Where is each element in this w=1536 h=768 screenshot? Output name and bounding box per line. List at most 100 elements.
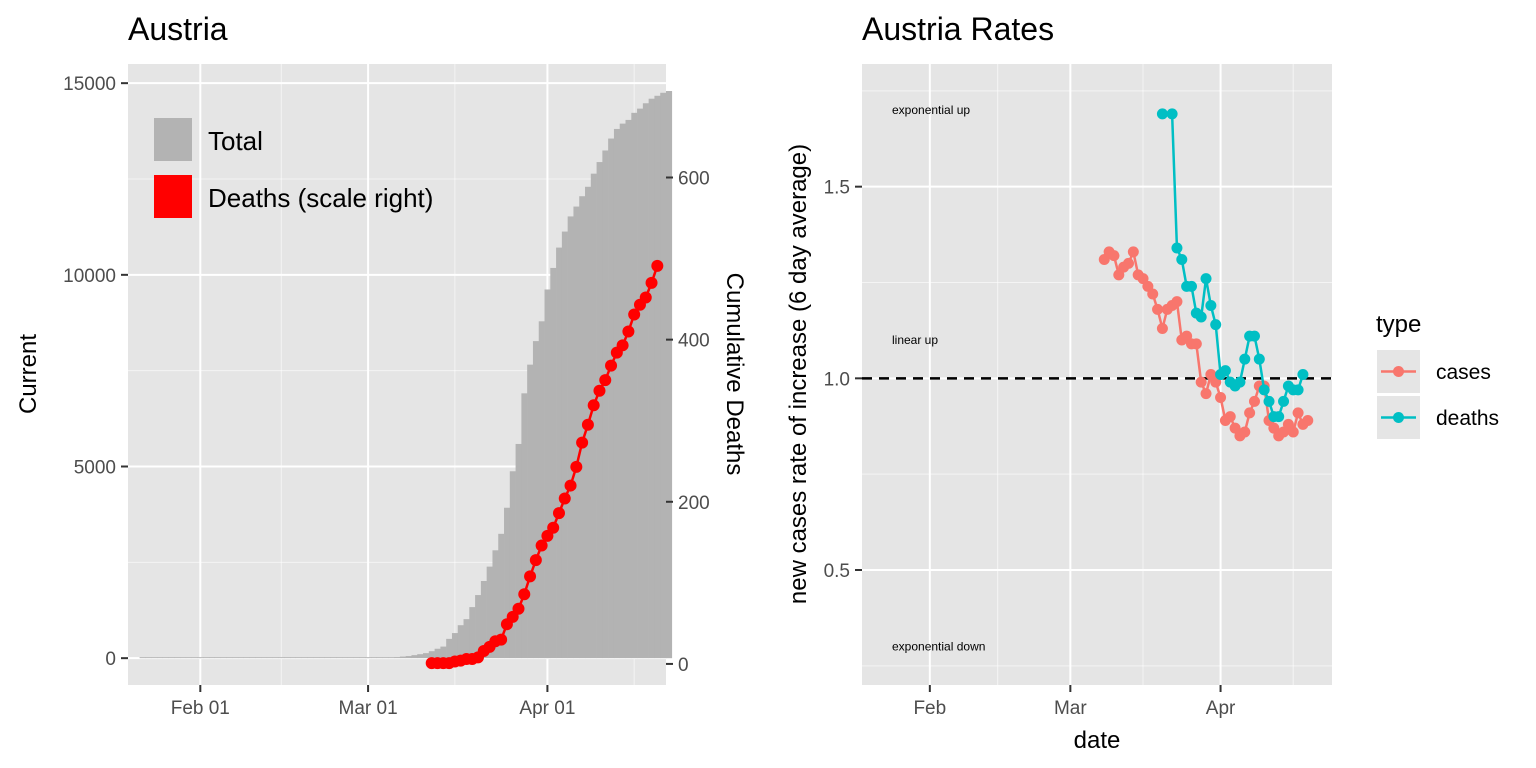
total-bar xyxy=(660,92,667,659)
deaths-point xyxy=(587,399,600,412)
x-tick-label: Mar xyxy=(1054,698,1087,719)
total-bar xyxy=(394,657,401,659)
deaths-point xyxy=(518,588,531,601)
left-y-axis-title: Current xyxy=(15,334,42,414)
legend-key-0 xyxy=(154,118,192,161)
deaths-point xyxy=(639,291,652,304)
y-tick-label: 1.5 xyxy=(824,178,850,199)
total-bar xyxy=(180,657,187,659)
total-bar xyxy=(382,657,389,659)
total-bar xyxy=(561,231,568,659)
right-chart-y-axis-title: new cases rate of increase (6 day averag… xyxy=(785,144,812,604)
total-bar xyxy=(515,443,522,659)
legend-key-point xyxy=(1393,412,1404,423)
deaths-point xyxy=(564,479,577,492)
total-bar xyxy=(451,633,459,659)
total-bar xyxy=(330,657,337,659)
total-bar xyxy=(492,550,499,659)
deaths-point xyxy=(1258,384,1270,396)
deaths-point xyxy=(599,374,612,387)
deaths-point xyxy=(651,259,664,272)
deaths-point xyxy=(616,339,629,352)
total-bar xyxy=(255,657,262,659)
total-bar xyxy=(527,364,534,659)
deaths-point xyxy=(622,325,635,338)
deaths-point xyxy=(547,521,560,534)
cases-point xyxy=(1122,257,1134,269)
total-bar xyxy=(434,648,441,659)
total-bar xyxy=(538,321,545,659)
deaths-point xyxy=(605,359,618,372)
left-axes: 0 5000 10000 15000 0 200 400 600 Feb 01 Mar 01 Apr… xyxy=(63,74,710,719)
total-bar xyxy=(550,267,557,659)
deaths-point xyxy=(1185,280,1197,292)
deaths-point xyxy=(1210,319,1222,331)
cases-point xyxy=(1190,338,1202,350)
deaths-point xyxy=(1273,411,1285,423)
deaths-point xyxy=(495,633,508,646)
total-bar xyxy=(261,657,268,659)
total-bar xyxy=(353,657,360,659)
total-bar xyxy=(342,657,349,659)
right-axes: 0.5 1.0 1.5 Feb Mar Apr xyxy=(824,178,1236,719)
total-bar xyxy=(359,657,366,659)
legend-label: cases xyxy=(1436,361,1491,384)
total-bar xyxy=(463,619,470,659)
annotation-label: linear up xyxy=(892,333,938,347)
total-bar xyxy=(579,196,586,659)
total-bar xyxy=(376,657,383,659)
legend-title: type xyxy=(1376,311,1421,338)
total-bar xyxy=(544,289,551,659)
total-bar xyxy=(399,656,406,659)
total-bar xyxy=(509,471,516,659)
legend-key-1 xyxy=(154,175,192,218)
cases-point xyxy=(1292,407,1304,419)
y2-tick-label: 400 xyxy=(678,331,710,352)
deaths-point xyxy=(1219,365,1231,377)
total-bar xyxy=(648,98,655,659)
cases-point xyxy=(1200,388,1212,400)
total-bar xyxy=(619,123,626,659)
total-bar xyxy=(272,657,279,659)
total-bar xyxy=(174,657,181,659)
deaths-point xyxy=(1292,384,1304,396)
total-bar xyxy=(428,651,435,659)
annotation-label: exponential up xyxy=(892,103,970,117)
deaths-point xyxy=(1200,273,1212,285)
total-bar xyxy=(289,657,297,659)
deaths-point xyxy=(529,554,542,567)
deaths-point xyxy=(1248,330,1260,342)
y-tick-label: 0 xyxy=(105,649,116,670)
deaths-point xyxy=(645,276,658,289)
cases-point xyxy=(1287,426,1299,438)
deaths-point xyxy=(1263,395,1275,407)
total-bar xyxy=(151,657,158,659)
total-bar xyxy=(480,581,487,659)
cases-point xyxy=(1108,250,1120,262)
total-bar xyxy=(145,657,152,659)
total-bar xyxy=(185,657,192,659)
cases-point xyxy=(1127,246,1139,258)
cases-point xyxy=(1215,392,1227,403)
total-bar xyxy=(197,657,204,659)
deaths-point xyxy=(1297,369,1309,380)
cases-point xyxy=(1239,426,1251,438)
left-legend: Total Deaths (scale right) xyxy=(154,118,433,218)
total-bar xyxy=(365,657,372,659)
deaths-point xyxy=(1166,108,1178,120)
cases-point xyxy=(1156,323,1168,334)
total-bar xyxy=(625,119,632,659)
deaths-point xyxy=(581,418,594,431)
cases-point xyxy=(1152,303,1164,315)
x-tick-label: Feb xyxy=(913,698,946,719)
total-bar xyxy=(313,657,320,659)
total-bar xyxy=(567,216,574,659)
total-bar xyxy=(596,162,603,659)
deaths-point xyxy=(512,602,525,615)
deaths-point xyxy=(1195,311,1207,323)
total-bar xyxy=(295,657,302,659)
total-bar xyxy=(307,657,314,659)
total-bar xyxy=(162,657,169,659)
total-bar xyxy=(168,657,175,659)
